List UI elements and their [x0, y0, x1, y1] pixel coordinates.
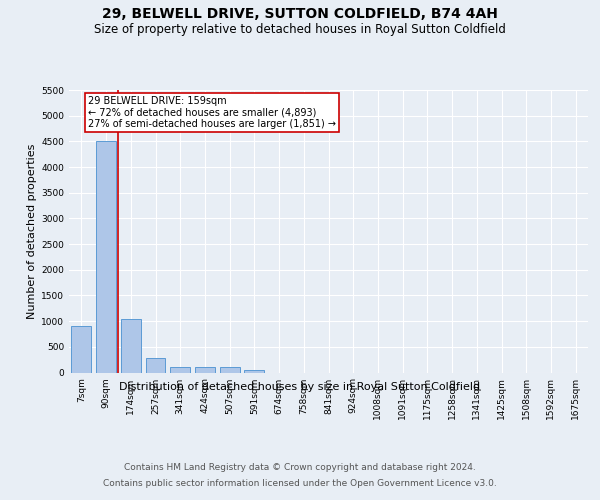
Text: Size of property relative to detached houses in Royal Sutton Coldfield: Size of property relative to detached ho…	[94, 22, 506, 36]
Bar	[146, 358, 166, 372]
Text: Contains HM Land Registry data © Crown copyright and database right 2024.: Contains HM Land Registry data © Crown c…	[124, 462, 476, 471]
Text: Contains public sector information licensed under the Open Government Licence v3: Contains public sector information licen…	[103, 479, 497, 488]
Bar	[71, 326, 91, 372]
Bar	[220, 368, 239, 372]
Bar	[244, 370, 264, 372]
Text: 29, BELWELL DRIVE, SUTTON COLDFIELD, B74 4AH: 29, BELWELL DRIVE, SUTTON COLDFIELD, B74…	[102, 8, 498, 22]
Bar	[195, 368, 215, 372]
Bar	[121, 318, 140, 372]
Bar	[96, 142, 116, 372]
Y-axis label: Number of detached properties: Number of detached properties	[27, 144, 37, 319]
Bar	[170, 368, 190, 372]
Text: Distribution of detached houses by size in Royal Sutton Coldfield: Distribution of detached houses by size …	[119, 382, 481, 392]
Text: 29 BELWELL DRIVE: 159sqm
← 72% of detached houses are smaller (4,893)
27% of sem: 29 BELWELL DRIVE: 159sqm ← 72% of detach…	[88, 96, 336, 130]
